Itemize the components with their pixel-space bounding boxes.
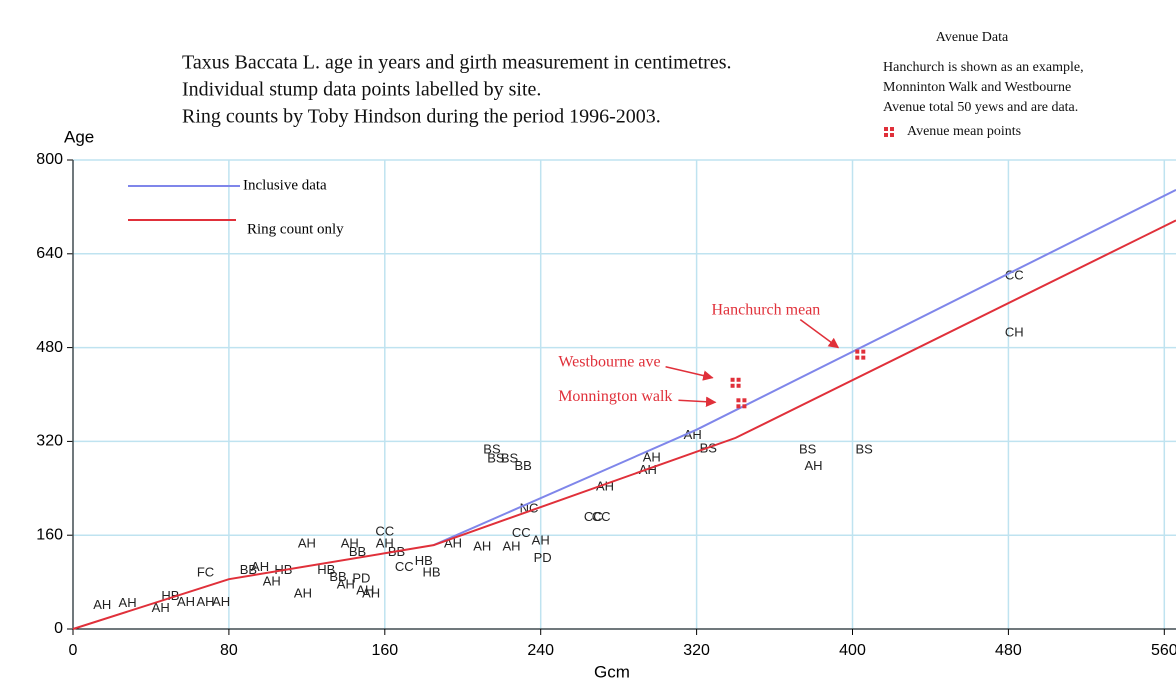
mean-marker-part (736, 377, 741, 382)
mean-marker-part (861, 349, 866, 354)
mean-marker-part (855, 355, 860, 360)
point-label: HB (423, 565, 441, 580)
mean-marker-part (730, 383, 735, 388)
point-label: AH (643, 449, 661, 464)
point-label: AH (376, 535, 394, 550)
mean-legend-swatch (884, 127, 894, 137)
title-line: Individual stump data points labelled by… (182, 79, 541, 101)
point-label: NC (520, 500, 539, 515)
legend-label: Inclusive data (243, 177, 327, 193)
note-line: Monninton Walk and Westbourne (883, 80, 1071, 95)
y-tick-label: 0 (54, 620, 63, 637)
mean-marker-part (855, 349, 860, 354)
point-label: AH (196, 594, 214, 609)
annotation-arrow (665, 366, 714, 381)
x-tick-label: 80 (220, 642, 238, 659)
point-label: AH (804, 458, 822, 473)
mean-marker-part (861, 355, 866, 360)
y-axis-title: Age (64, 127, 94, 146)
point-label: BB (240, 562, 257, 577)
y-tick-label: 800 (36, 151, 63, 168)
point-label: CC (1005, 268, 1024, 283)
mean-marker-part (884, 133, 888, 137)
annotation: Westbourne ave (558, 353, 660, 370)
x-tick-label: 320 (683, 642, 710, 659)
point-label: CC (375, 524, 394, 539)
point-label: AH (341, 535, 359, 550)
x-tick-label: 240 (527, 642, 554, 659)
note-title: Avenue Data (936, 30, 1009, 45)
y-tick-label: 320 (36, 433, 63, 450)
point-label: AH (177, 594, 195, 609)
point-label: BS (856, 442, 874, 457)
x-tick-label: 480 (995, 642, 1022, 659)
point-label: AH (473, 538, 491, 553)
point-label: CH (1005, 324, 1024, 339)
fit-line (433, 189, 1176, 547)
point-label: AH (263, 574, 281, 589)
point-label: AH (294, 585, 312, 600)
point-label: AH (212, 594, 230, 609)
point-label: AH (362, 585, 380, 600)
mean-marker-part (742, 404, 747, 409)
point-label: PD (352, 571, 370, 586)
mean-legend-label: Avenue mean points (907, 124, 1021, 139)
x-tick-label: 0 (69, 642, 78, 659)
mean-marker-part (890, 127, 894, 131)
y-tick-label: 160 (36, 526, 63, 543)
mean-marker (730, 377, 741, 388)
point-label: AH (298, 535, 316, 550)
mean-marker-part (736, 398, 741, 403)
mean-marker-part (884, 127, 888, 131)
x-tick-label: 400 (839, 642, 866, 659)
y-tick-label: 480 (36, 339, 63, 356)
mean-marker-part (890, 133, 894, 137)
annotation: Monnington walk (558, 388, 672, 405)
mean-marker-part (730, 377, 735, 382)
mean-marker (855, 349, 866, 360)
point-label: BS (483, 442, 501, 457)
annotation: Hanchurch mean (711, 301, 820, 318)
legend-label: Ring count only (247, 221, 344, 237)
fit-line (72, 219, 1176, 630)
mean-marker-part (736, 404, 741, 409)
point-label: AH (502, 538, 520, 553)
point-label: AH (684, 427, 702, 442)
point-label: CC (395, 559, 414, 574)
point-label: HB (317, 562, 335, 577)
point-label: BB (329, 569, 346, 584)
title-line: Ring counts by Toby Hindson during the p… (182, 106, 661, 128)
point-label: AH (532, 533, 550, 548)
point-label: CC (592, 509, 611, 524)
x-axis-title: Gcm (594, 662, 630, 681)
note-line: Avenue total 50 yews and are data. (883, 100, 1078, 115)
point-label: HB (415, 553, 433, 568)
point-label: BS (799, 442, 817, 457)
x-tick-label: 560 (1151, 642, 1176, 659)
point-label: AH (356, 582, 374, 597)
title-line: Taxus Baccata L. age in years and girth … (182, 52, 732, 74)
point-label: PD (534, 550, 552, 565)
mean-marker-part (742, 398, 747, 403)
annotation-arrow (678, 396, 717, 408)
point-label: BS (487, 450, 505, 465)
point-label: AH (251, 559, 269, 574)
point-label: AH (337, 576, 355, 591)
point-label: CC (512, 525, 531, 540)
point-label: AH (119, 595, 137, 610)
mean-marker-part (736, 383, 741, 388)
point-label: FC (197, 565, 214, 580)
annotation-arrow (799, 319, 840, 349)
point-label: AH (93, 597, 111, 612)
point-label: BB (514, 458, 531, 473)
x-tick-label: 160 (371, 642, 398, 659)
point-label: BB (349, 544, 366, 559)
point-label: CC (584, 509, 603, 524)
y-tick-label: 640 (36, 245, 63, 262)
note-line: Hanchurch is shown as an example, (883, 60, 1084, 75)
point-label: BS (501, 450, 519, 465)
mean-marker (736, 398, 747, 409)
point-label: AH (152, 600, 170, 615)
